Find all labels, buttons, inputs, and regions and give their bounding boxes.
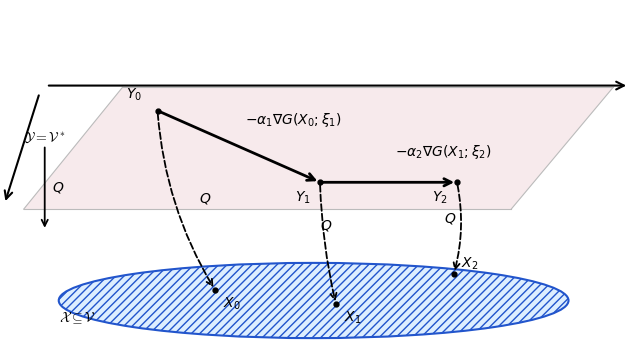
Text: $Y_0$: $Y_0$: [125, 87, 141, 104]
Text: $X_0$: $X_0$: [223, 295, 240, 312]
Text: $\mathcal{X} \subseteq \mathcal{V}$: $\mathcal{X} \subseteq \mathcal{V}$: [59, 310, 95, 326]
Ellipse shape: [59, 263, 568, 338]
Text: $Y_2$: $Y_2$: [432, 190, 447, 206]
Text: $Q$: $Q$: [199, 191, 211, 206]
Text: $X_2$: $X_2$: [461, 256, 479, 272]
Text: $Q$: $Q$: [444, 210, 456, 226]
Text: $-\alpha_2 \nabla G(X_1; \xi_2)$: $-\alpha_2 \nabla G(X_1; \xi_2)$: [395, 143, 492, 161]
Text: $\mathcal{Y} = \mathcal{V}^*$: $\mathcal{Y} = \mathcal{V}^*$: [24, 130, 66, 145]
Text: $-\alpha_1 \nabla G(X_0; \xi_1)$: $-\alpha_1 \nabla G(X_0; \xi_1)$: [245, 110, 342, 129]
Polygon shape: [24, 87, 613, 209]
Text: $Q$: $Q$: [320, 218, 332, 233]
Text: $Q$: $Q$: [52, 180, 65, 195]
Text: $Y_1$: $Y_1$: [294, 190, 310, 206]
Text: $X_1$: $X_1$: [344, 309, 361, 326]
